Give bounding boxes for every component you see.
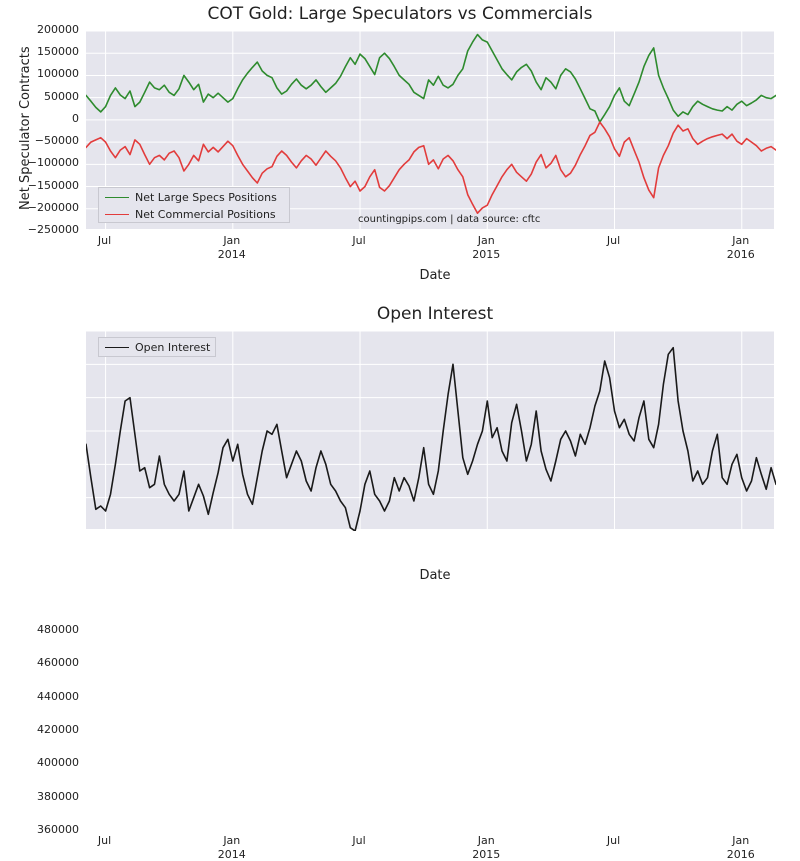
xtick: Jul [596,234,632,247]
bottom-xlabel: Date [35,568,800,583]
bottom-legend: Open Interest [98,337,216,357]
ytick: 460000 [37,656,79,669]
xtick: Jul [596,834,632,847]
ytick: −200000 [28,201,79,214]
ytick: 400000 [37,756,79,769]
bottom-panel: Open Interest Open Interest 360000380000… [0,300,800,600]
top-plot-area: Net Large Specs Positions Net Commercial … [85,30,775,230]
top-panel: COT Gold: Large Speculators vs Commercia… [0,0,800,300]
xtick: Jan [723,834,759,847]
ytick: 380000 [37,790,79,803]
ytick: −150000 [28,179,79,192]
xtick: Jul [341,834,377,847]
top-legend: Net Large Specs Positions Net Commercial … [98,187,290,223]
ytick: 50000 [44,90,79,103]
legend-item: Net Large Specs Positions [105,191,277,204]
xtick: Jul [341,234,377,247]
ytick: 480000 [37,623,79,636]
ytick: −250000 [28,223,79,236]
legend-label: Open Interest [135,341,210,354]
xtick: Jan [468,234,504,247]
ytick: 100000 [37,67,79,80]
top-title: COT Gold: Large Speculators vs Commercia… [0,4,800,24]
ytick: 360000 [37,823,79,836]
legend-swatch [105,197,129,198]
xtick-year: 2016 [719,248,763,261]
ytick: 440000 [37,690,79,703]
xtick: Jul [87,834,123,847]
ytick: 200000 [37,23,79,36]
xtick: Jan [723,234,759,247]
xtick: Jan [468,834,504,847]
ytick: 420000 [37,723,79,736]
ytick: −100000 [28,156,79,169]
bottom-title: Open Interest [35,304,800,324]
xtick-year: 2014 [210,848,254,861]
bottom-plot-area: Open Interest [85,330,775,530]
legend-swatch [105,214,129,215]
xtick-year: 2014 [210,248,254,261]
ytick: 0 [72,112,79,125]
xtick: Jul [87,234,123,247]
legend-label: Net Large Specs Positions [135,191,277,204]
bottom-chart-svg [86,331,776,531]
xtick-year: 2015 [464,248,508,261]
ytick: −50000 [35,134,79,147]
legend-item: Net Commercial Positions [105,208,276,221]
xtick-year: 2015 [464,848,508,861]
legend-item: Open Interest [105,341,210,354]
chart-sourceline: countingpips.com | data source: cftc [358,214,540,225]
xtick: Jan [214,234,250,247]
legend-label: Net Commercial Positions [135,208,276,221]
xtick: Jan [214,834,250,847]
top-xlabel: Date [35,268,800,283]
ytick: 150000 [37,45,79,58]
xtick-year: 2016 [719,848,763,861]
legend-swatch [105,347,129,348]
